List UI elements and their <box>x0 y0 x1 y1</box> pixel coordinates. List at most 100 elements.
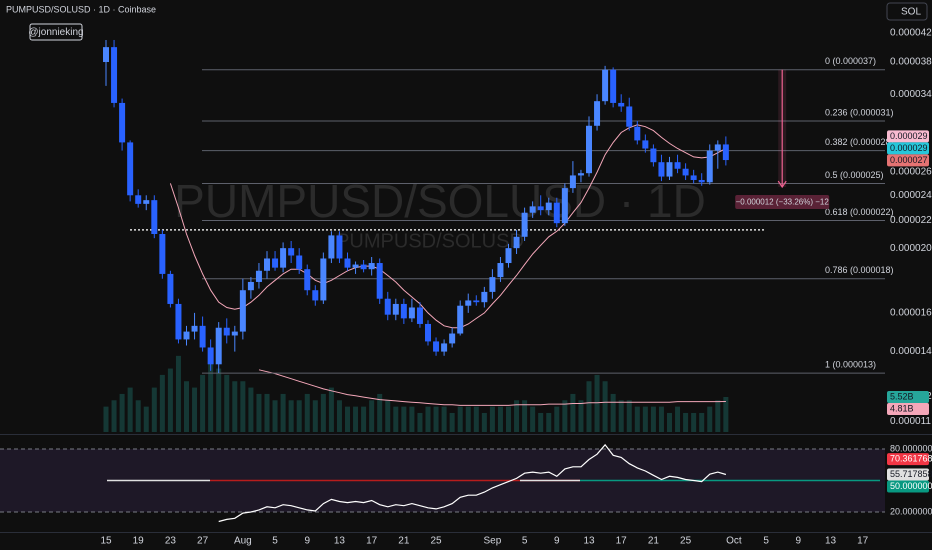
candle-body <box>143 200 150 204</box>
candle-body <box>521 212 528 237</box>
candle-body <box>569 175 576 189</box>
candle-body <box>352 264 359 268</box>
volume-bar <box>264 393 270 432</box>
volume-bar <box>562 400 568 432</box>
x-tick-label: 25 <box>680 536 692 547</box>
volume-bar <box>111 400 117 432</box>
candle-body <box>529 206 536 213</box>
candle-body <box>199 325 206 348</box>
candle-body <box>586 125 592 174</box>
user-name: @jonnieking <box>28 27 83 38</box>
y-tick-label: 0.000042 <box>890 28 932 39</box>
volume-bar <box>457 406 463 432</box>
volume-bar <box>538 412 544 432</box>
volume-bar <box>240 381 246 432</box>
price-label-box <box>887 130 929 143</box>
rsi-ma-label-box <box>887 453 929 466</box>
fib-label: 0.382 (0.000028) <box>825 137 894 147</box>
x-tick-label: 15 <box>100 536 112 547</box>
y-tick-label: 0.000026 <box>890 167 932 178</box>
candle-body <box>561 188 568 224</box>
candle-body <box>231 331 238 336</box>
price-label-box <box>887 154 929 167</box>
header-title: PUMPUSD/SOLUSD · 1D · Coinbase <box>6 4 156 14</box>
price-label-box <box>887 142 929 155</box>
volume-bar <box>417 412 423 432</box>
fib-label: 0.236 (0.000031) <box>825 107 894 117</box>
volume-bar <box>610 393 616 432</box>
candle-body <box>223 327 230 336</box>
currency[interactable]: SOL <box>901 7 921 18</box>
candle-body <box>457 305 464 334</box>
volume-bar <box>143 406 149 432</box>
candle-body <box>167 273 174 304</box>
candle-body <box>505 248 512 264</box>
x-tick-label: 19 <box>133 536 145 547</box>
volume-bar <box>200 374 206 432</box>
candle-body <box>175 303 182 340</box>
volume-bar <box>699 412 705 432</box>
volume-bar <box>401 406 407 432</box>
volume-bar <box>409 406 415 432</box>
candle-body <box>215 327 222 365</box>
x-tick-label: 9 <box>554 536 560 547</box>
volume-bar <box>248 387 254 432</box>
volume-bar <box>497 406 503 432</box>
x-tick-label: 17 <box>857 536 869 547</box>
candle-body <box>441 343 448 352</box>
candle-body <box>642 140 649 149</box>
candle-body <box>666 162 673 177</box>
volume-bar <box>336 400 342 432</box>
candle-body <box>191 325 198 332</box>
candle-body <box>481 291 488 303</box>
volume-bar <box>473 406 479 432</box>
y-tick-label: 0.000038 <box>890 57 932 68</box>
candle-body <box>272 258 279 268</box>
watermark-sub: PUMPUSD/SOLUSD <box>336 230 524 252</box>
volume-bar <box>184 381 189 432</box>
volume-bar <box>119 393 125 432</box>
candle-body <box>288 248 295 256</box>
volume-bar <box>280 393 286 432</box>
currency-button[interactable] <box>886 2 928 21</box>
candle-body <box>151 200 158 235</box>
volume-bar <box>650 406 656 432</box>
x-tick-label: 17 <box>366 536 378 547</box>
candle-body <box>714 144 721 151</box>
candle-body <box>682 168 689 176</box>
x-tick-label: 5 <box>272 536 278 547</box>
x-tick-label: Oct <box>726 536 742 547</box>
x-tick-label: 9 <box>796 536 802 547</box>
candle-body <box>296 255 303 270</box>
candle-body <box>416 307 423 324</box>
volume-bar <box>449 412 455 432</box>
volume-bar <box>618 400 624 432</box>
volume-bar <box>167 368 173 432</box>
volume-bar <box>385 400 391 432</box>
volume-bar <box>320 393 326 432</box>
x-tick-label: 23 <box>165 536 177 547</box>
volume-bar <box>441 406 447 432</box>
candle-body <box>239 290 246 332</box>
volume-bar <box>304 393 310 432</box>
candle-body <box>328 235 335 259</box>
candle-body <box>626 106 633 127</box>
candle-body <box>658 162 665 177</box>
volume-bar <box>691 412 697 432</box>
rsi-level-label-box <box>887 480 929 493</box>
volume-bar <box>594 374 600 432</box>
x-tick-label: 13 <box>583 536 595 547</box>
rsi-line <box>218 443 727 523</box>
candle-body <box>425 323 431 342</box>
volume-bar <box>707 406 713 432</box>
measure-arrow <box>777 180 787 189</box>
candle-body <box>304 269 311 291</box>
ma-line <box>169 124 727 329</box>
volume-bar <box>554 406 560 432</box>
volume-bar <box>312 400 318 432</box>
candle-body <box>255 270 262 282</box>
fib-label: 0 (0.000037) <box>825 56 876 66</box>
y-tick-label: 0.000022 <box>890 215 932 226</box>
candle-body <box>602 69 609 102</box>
